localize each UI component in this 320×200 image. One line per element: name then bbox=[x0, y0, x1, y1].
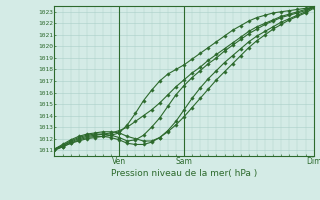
X-axis label: Pression niveau de la mer( hPa ): Pression niveau de la mer( hPa ) bbox=[111, 169, 257, 178]
